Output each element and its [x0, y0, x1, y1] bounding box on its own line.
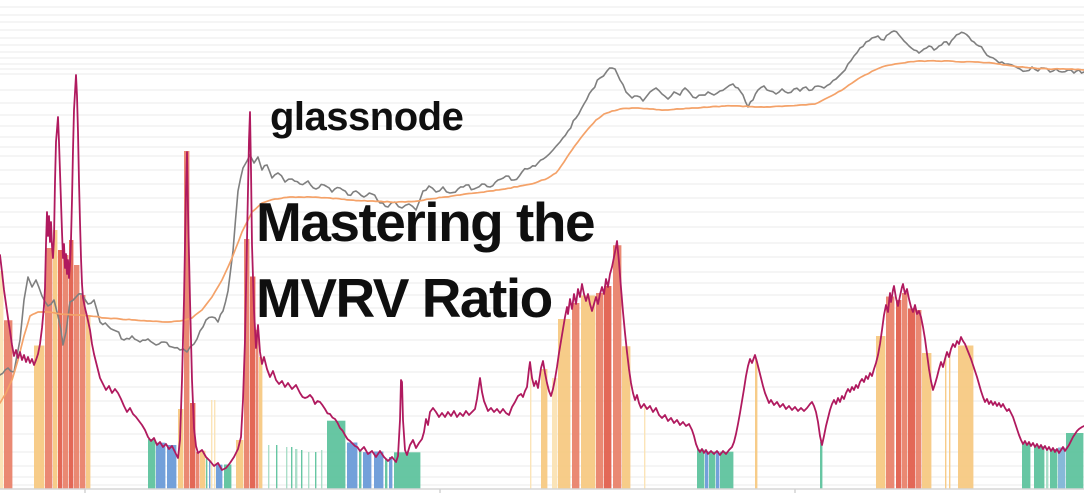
- cover-title: Mastering the MVRV Ratio: [256, 184, 596, 336]
- title-line-1: Mastering the: [256, 191, 596, 253]
- title-line-2: MVRV Ratio: [256, 267, 553, 329]
- glassnode-logo: glassnode: [270, 95, 464, 139]
